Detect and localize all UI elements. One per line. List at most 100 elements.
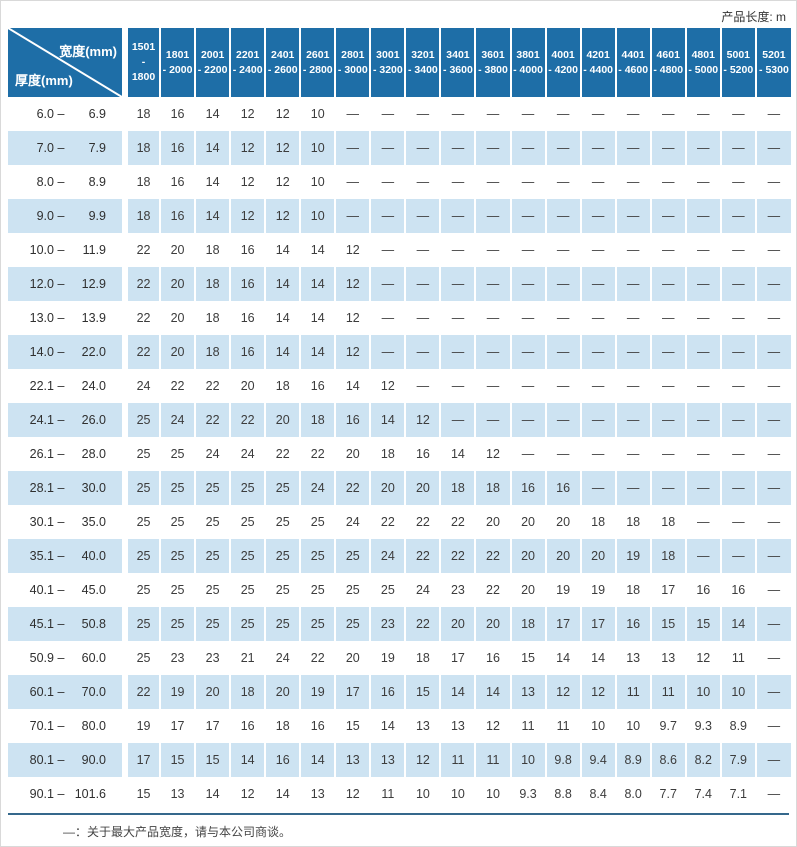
max-length-cell: 14 bbox=[719, 607, 756, 641]
no-value-cell: — bbox=[544, 131, 581, 165]
no-value-cell: — bbox=[684, 301, 721, 335]
width-range-header: 2201- 2400 bbox=[229, 28, 266, 97]
max-length-cell: 22 bbox=[404, 539, 441, 573]
no-value-cell: — bbox=[719, 131, 756, 165]
max-length-cell: 25 bbox=[121, 539, 161, 573]
no-value-cell: — bbox=[579, 301, 616, 335]
no-value-cell: — bbox=[509, 369, 546, 403]
max-length-cell: 17 bbox=[194, 709, 231, 743]
max-length-cell: 20 bbox=[404, 471, 441, 505]
max-length-cell: 12 bbox=[229, 165, 266, 199]
max-length-cell: 12 bbox=[404, 743, 441, 777]
no-value-cell: — bbox=[649, 165, 686, 199]
max-length-cell: 20 bbox=[159, 267, 196, 301]
max-length-cell: 22 bbox=[299, 437, 336, 471]
width-range-header: 4601- 4800 bbox=[649, 28, 686, 97]
max-length-cell: 20 bbox=[334, 641, 371, 675]
no-value-cell: — bbox=[544, 233, 581, 267]
product-length-unit-note: 产品长度: m bbox=[721, 10, 786, 24]
max-length-cell: 18 bbox=[194, 335, 231, 369]
no-value-cell: — bbox=[544, 369, 581, 403]
no-value-cell: — bbox=[334, 165, 371, 199]
max-length-cell: 25 bbox=[121, 641, 161, 675]
no-value-cell: — bbox=[719, 301, 756, 335]
max-length-cell: 22 bbox=[121, 267, 161, 301]
max-length-cell: 25 bbox=[194, 505, 231, 539]
max-length-cell: 16 bbox=[299, 709, 336, 743]
no-value-cell: — bbox=[439, 233, 476, 267]
max-length-cell: 11 bbox=[369, 777, 406, 811]
max-length-cell: 25 bbox=[264, 505, 301, 539]
max-length-cell: 8.0 bbox=[614, 777, 651, 811]
thickness-range-label: 90.1–101.6 bbox=[29, 787, 106, 801]
width-range-header: 1501- 1800 bbox=[121, 28, 161, 97]
no-value-cell: — bbox=[509, 199, 546, 233]
max-length-cell: 16 bbox=[229, 233, 266, 267]
thickness-range-label: 30.1–35.0 bbox=[29, 515, 106, 529]
no-value-cell: — bbox=[684, 233, 721, 267]
max-length-cell: 16 bbox=[229, 301, 266, 335]
no-value-cell: — bbox=[439, 369, 476, 403]
max-length-cell: 15 bbox=[684, 607, 721, 641]
max-length-cell: 13 bbox=[614, 641, 651, 675]
max-length-cell: 14 bbox=[299, 267, 336, 301]
max-length-cell: 22 bbox=[299, 641, 336, 675]
no-value-cell: — bbox=[649, 233, 686, 267]
max-length-cell: 25 bbox=[264, 607, 301, 641]
no-value-cell: — bbox=[439, 97, 476, 131]
max-length-cell: 10 bbox=[614, 709, 651, 743]
no-value-cell: — bbox=[334, 131, 371, 165]
no-value-cell: — bbox=[614, 437, 651, 471]
max-length-cell: 14 bbox=[264, 301, 301, 335]
no-value-cell: — bbox=[544, 267, 581, 301]
max-length-cell: 25 bbox=[194, 539, 231, 573]
thickness-range-label: 60.1–70.0 bbox=[8, 675, 125, 709]
max-length-cell: 18 bbox=[369, 437, 406, 471]
max-length-cell: 18 bbox=[509, 607, 546, 641]
no-value-cell: — bbox=[684, 505, 721, 539]
thickness-row: 6.0–6.9 18 16 14 12 12 10— — — — — — — — — — — — — bbox=[8, 97, 791, 131]
max-length-cell: 12 bbox=[264, 131, 301, 165]
no-value-cell: — bbox=[579, 165, 616, 199]
max-length-cell: 14 bbox=[474, 675, 511, 709]
max-length-cell: 24 bbox=[334, 505, 371, 539]
max-length-cell: 14 bbox=[229, 743, 266, 777]
no-value-cell: — bbox=[334, 199, 371, 233]
no-value-cell: — bbox=[649, 199, 686, 233]
max-length-cell: 11 bbox=[439, 743, 476, 777]
max-length-cell: 16 bbox=[474, 641, 511, 675]
max-length-cell: 14 bbox=[579, 641, 616, 675]
max-length-cell: 18 bbox=[194, 233, 231, 267]
max-length-cell: 16 bbox=[159, 97, 196, 131]
no-value-cell: — bbox=[649, 301, 686, 335]
max-length-cell: 20 bbox=[264, 675, 301, 709]
max-length-cell: 13 bbox=[439, 709, 476, 743]
no-value-cell: — bbox=[369, 301, 406, 335]
max-length-cell: 16 bbox=[719, 573, 756, 607]
max-length-cell: 14 bbox=[299, 233, 336, 267]
no-value-cell: — bbox=[544, 403, 581, 437]
max-length-cell: 17 bbox=[334, 675, 371, 709]
thickness-range-label: 10.0–11.9 bbox=[29, 243, 106, 257]
max-length-cell: 12 bbox=[334, 777, 371, 811]
thickness-row: 90.1–101.6 15 13 14 12 14 13 12 11 10 10 10 9.3 8.8 8.… bbox=[8, 777, 791, 811]
thickness-range-label: 40.1–45.0 bbox=[29, 583, 106, 597]
max-length-cell: 25 bbox=[264, 539, 301, 573]
max-length-cell: 24 bbox=[121, 369, 161, 403]
no-value-cell: — bbox=[579, 267, 616, 301]
no-value-cell: — bbox=[649, 267, 686, 301]
max-length-cell: 13 bbox=[369, 743, 406, 777]
max-length-cell: 14 bbox=[299, 743, 336, 777]
no-value-cell: — bbox=[649, 369, 686, 403]
max-length-cell: 20 bbox=[264, 403, 301, 437]
max-length-cell: 25 bbox=[121, 437, 161, 471]
max-length-cell: 25 bbox=[229, 539, 266, 573]
thickness-range-label: 70.1–80.0 bbox=[29, 719, 106, 733]
max-length-cell: 12 bbox=[544, 675, 581, 709]
width-range-header: 3201- 3400 bbox=[404, 28, 441, 97]
no-value-cell: — bbox=[474, 369, 511, 403]
max-length-cell: 7.9 bbox=[719, 743, 756, 777]
no-value-cell: — bbox=[754, 437, 791, 471]
max-length-cell: 16 bbox=[229, 335, 266, 369]
no-value-cell: — bbox=[684, 437, 721, 471]
